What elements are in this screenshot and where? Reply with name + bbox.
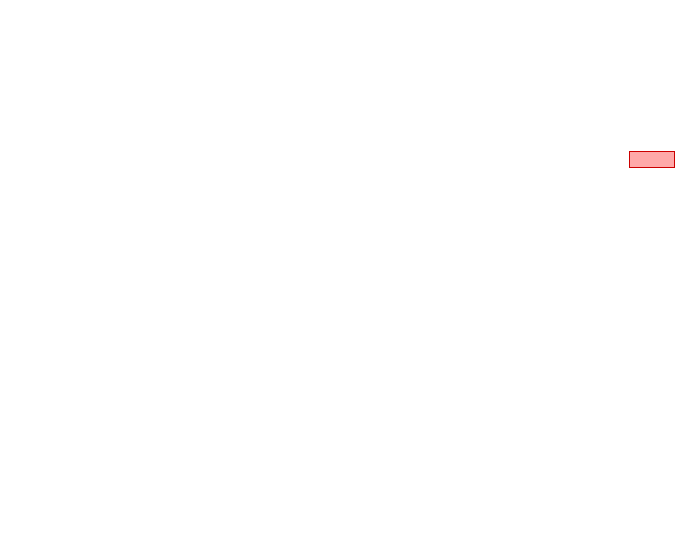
indicator-legend (6, 31, 69, 44)
last-price-tag (629, 151, 675, 168)
macd-legend (8, 406, 24, 419)
